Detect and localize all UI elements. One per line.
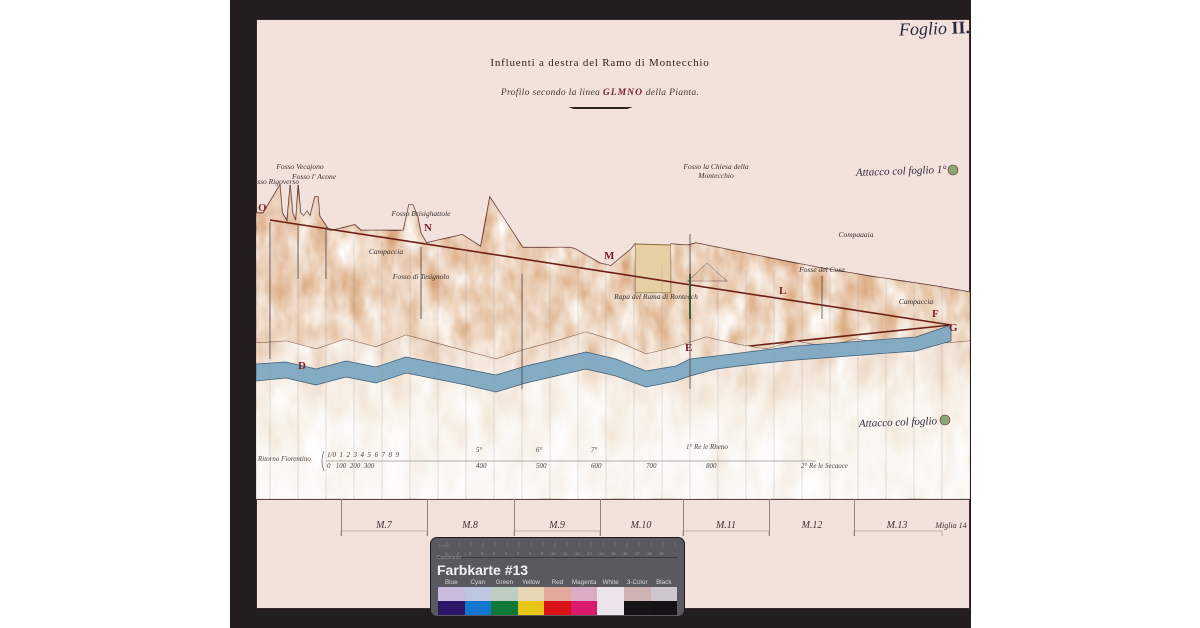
svg-text:Fosso la Chiesa della: Fosso la Chiesa della (682, 162, 748, 171)
svg-text:Fosso di Tesignolo: Fosso di Tesignolo (392, 272, 450, 281)
svg-text:Compaaaia: Compaaaia (838, 230, 873, 239)
svg-text:5°: 5° (476, 446, 483, 454)
svg-text:700: 700 (646, 462, 657, 470)
svg-text:M.8: M.8 (461, 520, 478, 531)
svg-text:E: E (685, 342, 692, 354)
svg-text:M.9: M.9 (548, 520, 565, 531)
svg-text:L: L (779, 285, 786, 297)
svg-text:6°: 6° (536, 446, 543, 454)
svg-text:Rapa del Rama di Rontecch: Rapa del Rama di Rontecch (613, 292, 698, 301)
svg-text:O: O (258, 202, 267, 214)
svg-text:M.7: M.7 (375, 520, 393, 531)
svg-text:M: M (604, 250, 615, 262)
svg-text:M.11: M.11 (715, 520, 736, 531)
svg-text:Fosso Brisighattole: Fosso Brisighattole (391, 209, 452, 218)
svg-text:7°: 7° (591, 446, 598, 454)
svg-text:600: 600 (591, 462, 602, 470)
svg-text:500: 500 (536, 462, 547, 470)
svg-text:Campaccia: Campaccia (369, 247, 403, 256)
svg-text:Miglia 14: Miglia 14 (934, 521, 966, 530)
svg-text:M.10: M.10 (630, 520, 652, 531)
svg-text:1/0 1 2 3 4 5 6 7 8 9: 1/0 1 2 3 4 5 6 7 8 9 (327, 451, 399, 459)
svg-text:Fosso l' Acone: Fosso l' Acone (291, 172, 337, 181)
svg-text:400: 400 (476, 462, 487, 470)
svg-text:Montecchio: Montecchio (697, 171, 734, 180)
svg-text:0 100 200 300: 0 100 200 300 (327, 462, 375, 470)
svg-text:800: 800 (706, 462, 717, 470)
svg-text:Attacco col foglio 1°: Attacco col foglio 1° (855, 164, 948, 179)
svg-text:G: G (949, 322, 958, 334)
svg-text:N: N (424, 222, 432, 234)
svg-text:Campaccia: Campaccia (899, 297, 933, 306)
svg-text:Fosso Vecajono: Fosso Vecajono (275, 162, 324, 171)
svg-text:1° Re le Rheno: 1° Re le Rheno (686, 443, 728, 451)
svg-text:D: D (298, 360, 306, 372)
svg-text:M.13: M.13 (886, 520, 908, 531)
svg-text:M.12: M.12 (801, 520, 823, 531)
svg-text:F: F (932, 308, 939, 320)
svg-text:Fosse del Cosa: Fosse del Cosa (798, 265, 845, 274)
svg-text:Ritorno Fiorentino: Ritorno Fiorentino (257, 455, 311, 463)
svg-text:2° Re le Secaoce: 2° Re le Secaoce (801, 462, 848, 470)
